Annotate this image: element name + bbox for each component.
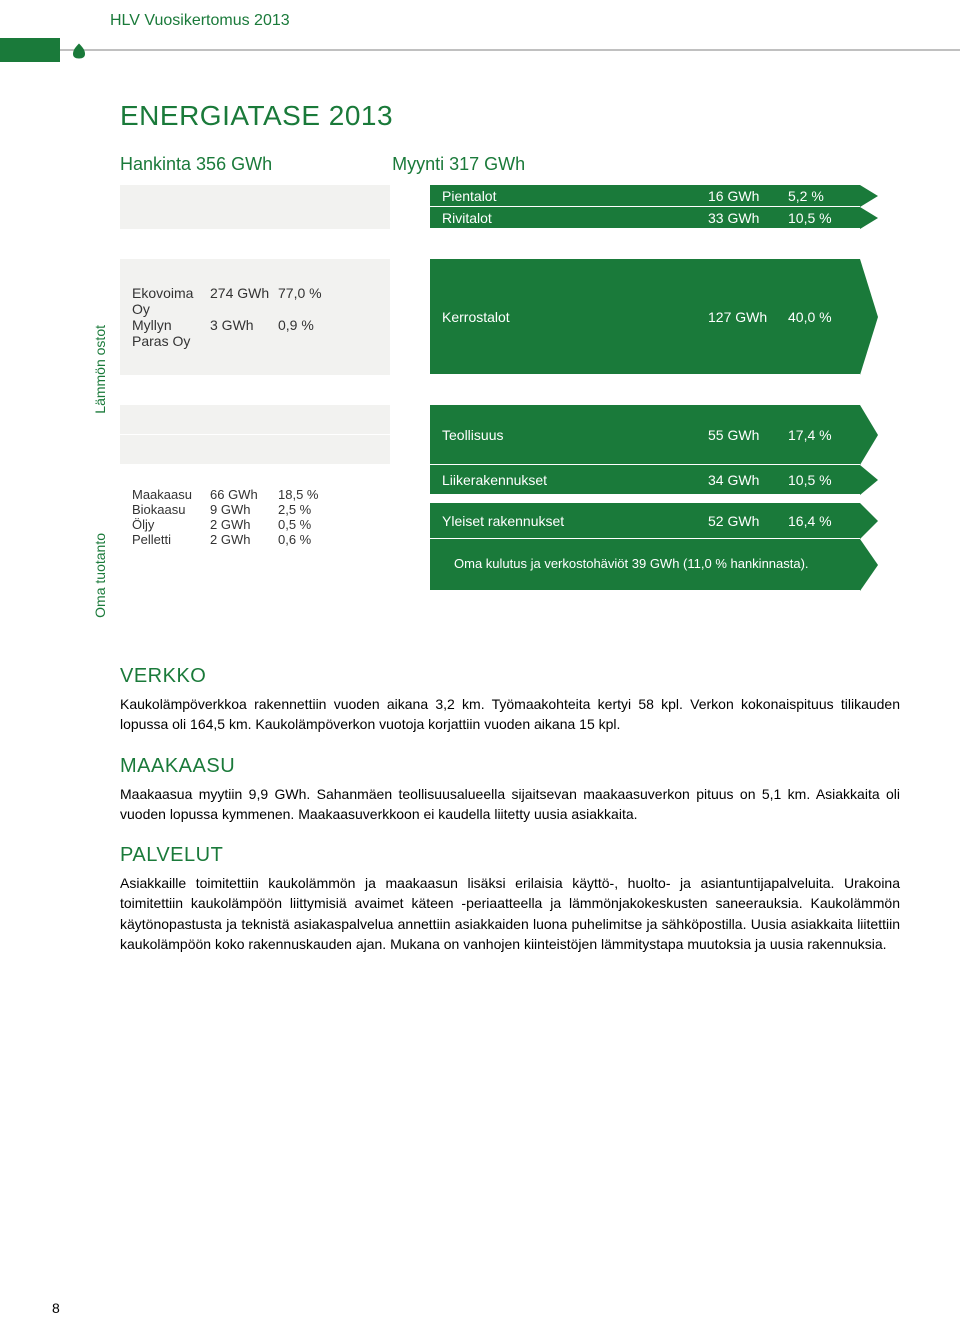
palvelut-title: PALVELUT xyxy=(120,844,900,867)
arrow-gap xyxy=(430,495,860,503)
src-name: Maakaasu xyxy=(132,487,210,502)
arrow-kerrostalot: Kerrostalot 127 GWh 40,0 % xyxy=(430,259,860,375)
left-gap xyxy=(120,375,390,405)
lammon-ostot-box: Ekovoima Oy274 GWh77,0 % Myllyn Paras Oy… xyxy=(120,259,390,375)
left-blank-rivitalot xyxy=(120,207,390,229)
src-gwh: 66 GWh xyxy=(210,487,278,502)
palvelut-body: Asiakkaille toimitettiin kaukolämmön ja … xyxy=(120,873,900,954)
arrow-pct: 5,2 % xyxy=(788,188,848,204)
src-name: Biokaasu xyxy=(132,502,210,517)
left-blank-pientalot xyxy=(120,185,390,207)
src-name: Pelletti xyxy=(132,532,210,547)
src-gwh: 3 GWh xyxy=(210,317,278,349)
arrow-gwh: 127 GWh xyxy=(708,309,788,325)
arrow-label: Yleiset rakennukset xyxy=(442,513,708,529)
energiatase-title: ENERGIATASE 2013 xyxy=(120,100,900,132)
arrow-rivitalot: Rivitalot 33 GWh 10,5 % xyxy=(430,207,860,229)
src-name: Myllyn Paras Oy xyxy=(132,317,210,349)
src-pct: 18,5 % xyxy=(278,487,332,502)
src-gwh: 274 GWh xyxy=(210,285,278,317)
subtitle-row: Hankinta 356 GWh Myynti 317 GWh xyxy=(120,154,900,175)
src-gwh: 9 GWh xyxy=(210,502,278,517)
left-blank-liike xyxy=(120,435,390,465)
arrow-label: Pientalot xyxy=(442,188,708,204)
arrow-gap xyxy=(430,375,860,405)
arrow-pct: 17,4 % xyxy=(788,427,848,443)
left-gap xyxy=(120,229,390,259)
arrow-yleiset: Yleiset rakennukset 52 GWh 16,4 % xyxy=(430,503,860,539)
src-name: Ekovoima Oy xyxy=(132,285,210,317)
side-label-oma-tuotanto: Oma tuotanto xyxy=(92,533,108,618)
hankinta-label: Hankinta 356 GWh xyxy=(120,154,272,175)
page-number: 8 xyxy=(52,1300,60,1316)
src-gwh: 2 GWh xyxy=(210,532,278,547)
src-pct: 2,5 % xyxy=(278,502,332,517)
src-name: Öljy xyxy=(132,517,210,532)
arrow-gwh: 33 GWh xyxy=(708,210,788,226)
arrow-pct: 10,5 % xyxy=(788,210,848,226)
arrow-gwh: 55 GWh xyxy=(708,427,788,443)
left-gap xyxy=(120,465,390,473)
side-label-lammon-ostot: Lämmön ostot xyxy=(92,325,108,414)
myynti-label: Myynti 317 GWh xyxy=(392,154,525,175)
src-gwh: 2 GWh xyxy=(210,517,278,532)
left-blank-teoll xyxy=(120,405,390,435)
header-rule xyxy=(0,38,60,62)
arrow-oma-kulutus: Oma kulutus ja verkostohäviöt 39 GWh (11… xyxy=(430,539,860,591)
verkko-title: VERKKO xyxy=(120,665,900,688)
energiatase-diagram: Lämmön ostot Oma tuotanto Ekovoima Oy274… xyxy=(120,185,900,625)
arrow-label: Rivitalot xyxy=(442,210,708,226)
arrow-pientalot: Pientalot 16 GWh 5,2 % xyxy=(430,185,860,207)
arrow-liikerakennukset: Liikerakennukset 34 GWh 10,5 % xyxy=(430,465,860,495)
leaf-icon xyxy=(70,42,88,65)
arrow-label: Kerrostalot xyxy=(442,309,708,325)
oma-kulutus-text: Oma kulutus ja verkostohäviöt 39 GWh (11… xyxy=(454,556,809,573)
src-pct: 77,0 % xyxy=(278,285,332,317)
maakaasu-title: MAAKAASU xyxy=(120,755,900,778)
arrow-pct: 16,4 % xyxy=(788,513,848,529)
doc-title: HLV Vuosikertomus 2013 xyxy=(110,12,290,30)
arrow-gwh: 16 GWh xyxy=(708,188,788,204)
arrow-label: Teollisuus xyxy=(442,427,708,443)
arrow-label: Liikerakennukset xyxy=(442,472,708,488)
arrow-pct: 40,0 % xyxy=(788,309,848,325)
src-pct: 0,5 % xyxy=(278,517,332,532)
arrow-pct: 10,5 % xyxy=(788,472,848,488)
oma-tuotanto-box: Maakaasu66 GWh18,5 % Biokaasu9 GWh2,5 % … xyxy=(120,473,390,561)
verkko-body: Kaukolämpöverkkoa rakennettiin vuoden ai… xyxy=(120,694,900,735)
maakaasu-body: Maakaasua myytiin 9,9 GWh. Sahanmäen teo… xyxy=(120,784,900,825)
arrow-gap xyxy=(430,229,860,259)
src-pct: 0,6 % xyxy=(278,532,332,547)
arrow-gwh: 52 GWh xyxy=(708,513,788,529)
arrow-gwh: 34 GWh xyxy=(708,472,788,488)
src-pct: 0,9 % xyxy=(278,317,332,349)
arrow-teollisuus: Teollisuus 55 GWh 17,4 % xyxy=(430,405,860,465)
